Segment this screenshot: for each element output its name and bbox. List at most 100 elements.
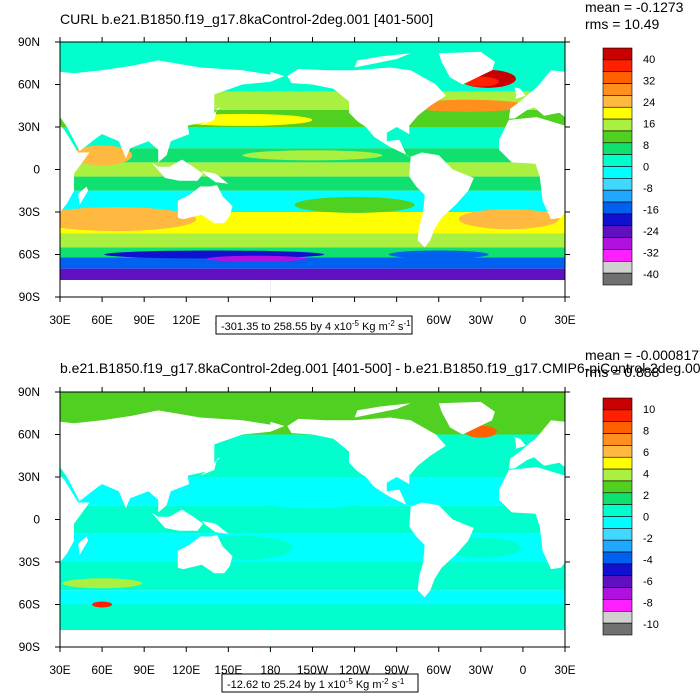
stat-rms: rms = 0.888 xyxy=(585,364,660,380)
stat-rms: rms = 10.49 xyxy=(585,16,660,32)
x-tick-label: 30E xyxy=(49,313,70,327)
colorbar-swatch xyxy=(602,213,633,227)
land-indonesia xyxy=(151,159,204,181)
colorbar: 10 8 6 4 2 0 -2 -4 -6 -8 -10 xyxy=(602,397,659,636)
colorbar-label: 4 xyxy=(643,468,649,480)
colorbar-swatch xyxy=(602,95,633,108)
colorbar-swatch xyxy=(602,154,633,167)
colorbar-swatch xyxy=(602,409,633,423)
colorbar-label: 0 xyxy=(643,512,649,524)
land-chukotka xyxy=(270,421,285,432)
colorbar-swatch xyxy=(602,201,633,215)
colorbar-swatch xyxy=(602,237,633,250)
land-north-america xyxy=(287,417,446,509)
contour-info-units: Kg m xyxy=(359,321,388,333)
y-tick-label: 90N xyxy=(18,385,40,399)
colorbar-swatch xyxy=(602,130,633,144)
y-tick-label: 90N xyxy=(18,35,40,49)
y-tick-label: 60S xyxy=(19,598,40,612)
colorbar-swatch xyxy=(602,47,633,61)
colorbar-swatch xyxy=(602,166,633,179)
land-greenland xyxy=(438,401,495,435)
colorbar: 40 32 24 16 8 0 -8 -16 -24 -32 -40 xyxy=(602,47,659,286)
land-south-america xyxy=(409,502,474,598)
colorbar-swatch xyxy=(602,456,633,470)
colorbar-swatch xyxy=(602,71,633,84)
land-madagascar xyxy=(583,187,593,205)
colorbar-label: -16 xyxy=(643,205,659,217)
colorbar-label: -2 xyxy=(643,533,653,545)
x-tick-label: 60W xyxy=(426,663,451,677)
y-tick-label: 90S xyxy=(19,290,40,304)
land-greenland xyxy=(438,51,495,85)
colorbar-swatch xyxy=(602,142,633,155)
colorbar-label: -4 xyxy=(643,555,653,567)
colorbar-label: 10 xyxy=(643,404,655,416)
colorbar-swatch xyxy=(602,249,633,262)
land-indonesia xyxy=(151,509,204,531)
x-tick-label: 0 xyxy=(520,663,527,677)
land-antarctica xyxy=(270,630,565,647)
colorbar-swatch xyxy=(602,433,633,446)
y-tick-label: 90S xyxy=(19,640,40,654)
field-band xyxy=(60,505,565,534)
data-field xyxy=(60,392,593,647)
land-japan xyxy=(200,107,222,126)
colorbar-label: 0 xyxy=(643,162,649,174)
stat-mean: mean = -0.1273 xyxy=(585,0,684,15)
field-band xyxy=(60,247,565,258)
land-mask xyxy=(60,401,593,647)
contour-info-text: -301.35 to 258.55 by 4 x10-5 Kg m-2 s-1 xyxy=(221,319,411,333)
x-tick-label: 120E xyxy=(172,663,200,677)
land-indonesia xyxy=(656,160,700,181)
x-tick-label: 30E xyxy=(554,663,575,677)
field-patch xyxy=(406,99,527,112)
land-eurasia xyxy=(60,410,271,513)
y-tick-label: 30S xyxy=(19,205,40,219)
contour-info-s: s xyxy=(395,321,404,333)
x-tick-label: 90E xyxy=(133,663,154,677)
colorbar-label: 8 xyxy=(643,425,649,437)
field-patch xyxy=(242,150,383,161)
land-eurasia xyxy=(508,70,565,119)
contour-info-units_exp2: -1 xyxy=(397,677,405,686)
colorbar-label: -24 xyxy=(643,226,659,238)
field-patch xyxy=(252,488,373,509)
field-band xyxy=(60,233,565,248)
colorbar-label: 8 xyxy=(643,140,649,152)
contour-info-units_exp1: -2 xyxy=(388,319,396,328)
colorbar-swatch xyxy=(602,492,633,505)
colorbar-label: 24 xyxy=(643,97,655,109)
colorbar-swatch xyxy=(602,468,633,482)
colorbar-swatch xyxy=(602,83,633,96)
land-australia xyxy=(177,535,233,574)
x-tick-label: 60E xyxy=(91,313,112,327)
land-madagascar xyxy=(583,537,593,555)
land-eurasia xyxy=(508,420,565,469)
colorbar-swatch xyxy=(602,397,633,411)
colorbar-swatch xyxy=(602,575,633,588)
colorbar-swatch xyxy=(602,528,633,541)
land-africa xyxy=(499,467,565,570)
colorbar-label: 16 xyxy=(643,118,655,130)
colorbar-swatch xyxy=(602,225,633,238)
field-patch xyxy=(206,255,307,262)
contour-info-units: Kg m xyxy=(353,679,382,691)
colorbar-label: -40 xyxy=(643,269,659,281)
colorbar-swatch xyxy=(602,622,633,636)
colorbar-label: 40 xyxy=(643,54,655,66)
x-tick-label: 60E xyxy=(91,663,112,677)
y-tick-label: 60S xyxy=(19,248,40,262)
colorbar-label: -32 xyxy=(643,248,659,260)
land-africa xyxy=(60,475,90,563)
y-tick-label: 60N xyxy=(18,428,40,442)
land-africa xyxy=(499,117,565,220)
contour-info-units_exp1: -2 xyxy=(382,677,390,686)
colorbar-swatch xyxy=(602,587,633,600)
x-tick-label: 30E xyxy=(49,663,70,677)
x-tick-label: 30W xyxy=(468,313,493,327)
contour-info-text: -12.62 to 25.24 by 1 x10 xyxy=(227,679,346,691)
field-band xyxy=(60,562,565,591)
field-patch xyxy=(294,196,415,213)
